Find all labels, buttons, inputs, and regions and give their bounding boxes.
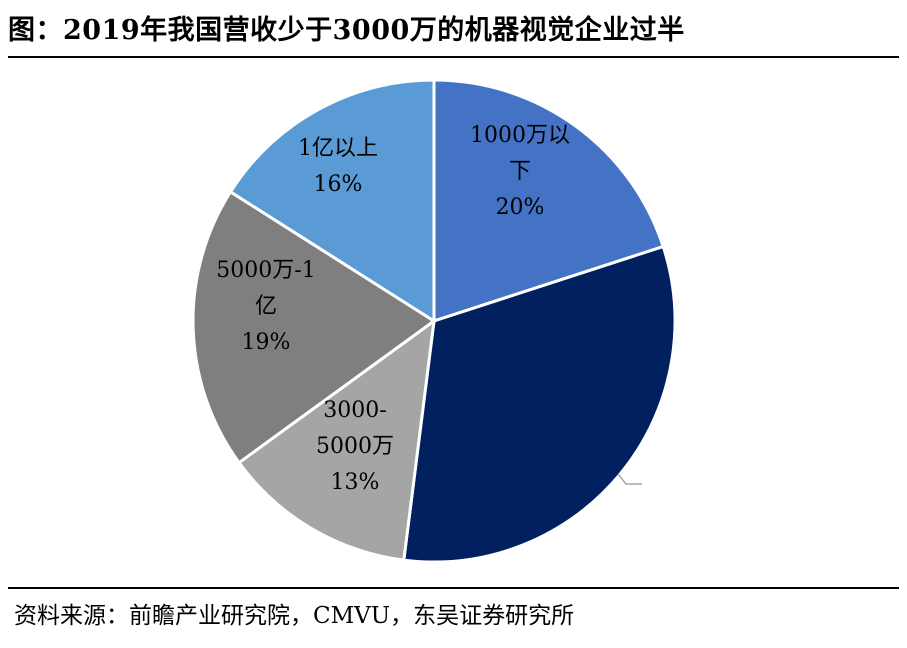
label-leader-line xyxy=(618,474,642,484)
slice-label: 1000~3000 万 32% xyxy=(647,433,777,530)
leader-lines xyxy=(618,474,642,484)
source-note: 资料来源：前瞻产业研究院，CMVU，东吴证券研究所 xyxy=(14,596,574,630)
bottom-rule xyxy=(8,587,899,589)
pie-slices xyxy=(193,80,675,562)
